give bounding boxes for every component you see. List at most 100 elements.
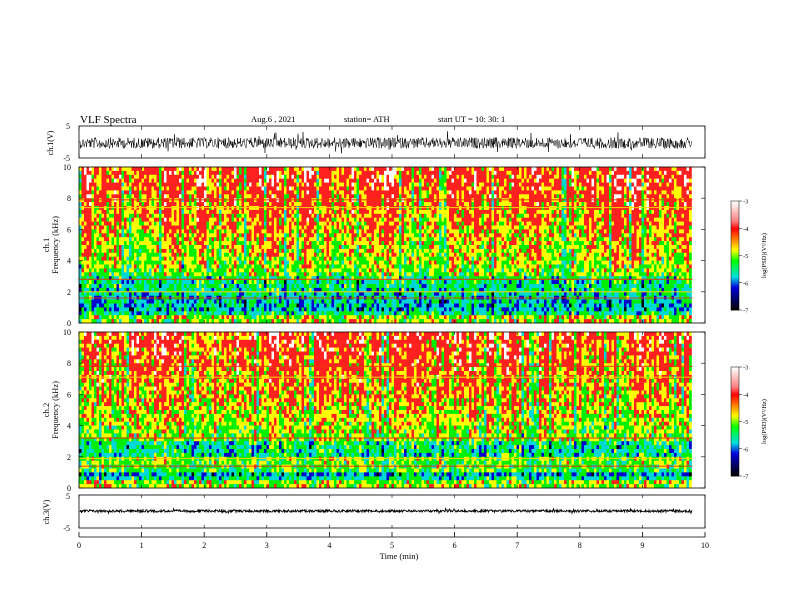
spectrogram-cell bbox=[97, 218, 100, 222]
spectrogram-cell bbox=[159, 304, 162, 308]
spectrogram-cell bbox=[152, 210, 155, 214]
spectrogram-cell bbox=[99, 280, 102, 284]
spectrogram-cell bbox=[139, 226, 142, 230]
spectrogram-cell bbox=[157, 179, 160, 183]
spectrogram-cell bbox=[107, 222, 110, 226]
spectrogram-cell bbox=[129, 222, 132, 226]
spectrogram-cell bbox=[147, 304, 150, 308]
spectrogram-cell bbox=[169, 268, 172, 272]
spectrogram-cell bbox=[164, 241, 167, 245]
spectrogram-cell bbox=[159, 226, 162, 230]
spectrogram-cell bbox=[117, 249, 120, 253]
spectrogram-cell bbox=[174, 249, 177, 253]
spectrogram-cell bbox=[142, 218, 145, 222]
spectrogram-cell bbox=[157, 292, 160, 296]
spectrogram-cell bbox=[134, 311, 137, 315]
spectrogram-cell bbox=[152, 171, 155, 175]
spectrogram-cell bbox=[89, 222, 92, 226]
spectrogram-cell bbox=[84, 194, 87, 198]
spectrogram-cell bbox=[159, 183, 162, 187]
spectrogram-cell bbox=[102, 249, 105, 253]
ch1-waveform-trace bbox=[80, 131, 692, 153]
spectrogram-cell bbox=[157, 253, 160, 257]
spectrogram-cell bbox=[189, 280, 192, 284]
spectrogram-cell bbox=[82, 210, 85, 214]
spectrogram-cell bbox=[139, 222, 142, 226]
spectrogram-cell bbox=[154, 210, 157, 214]
spectrogram-cell bbox=[139, 261, 142, 265]
spectrogram-cell bbox=[84, 261, 87, 265]
spectrogram-cell bbox=[149, 237, 152, 241]
spectrogram-cell bbox=[139, 210, 142, 214]
spectrogram-cell bbox=[184, 307, 187, 311]
spectrogram-cell bbox=[109, 245, 112, 249]
spectrogram-cell bbox=[154, 311, 157, 315]
spectrogram-cell bbox=[164, 237, 167, 241]
spectrogram-cell bbox=[167, 268, 170, 272]
spectrogram-cell bbox=[104, 253, 107, 257]
spectrogram-cell bbox=[92, 261, 95, 265]
spectrogram-cell bbox=[184, 237, 187, 241]
spectrogram-cell bbox=[144, 249, 147, 253]
spectrogram-cell bbox=[152, 241, 155, 245]
spectrogram-cell bbox=[152, 261, 155, 265]
spectrogram-cell bbox=[192, 194, 195, 198]
spectrogram-cell bbox=[129, 280, 132, 284]
spectrogram-cell bbox=[162, 315, 165, 319]
spectrogram-cell bbox=[192, 183, 195, 187]
spectrogram-cell bbox=[167, 214, 170, 218]
spectrogram-cell bbox=[154, 202, 157, 206]
spectrogram-cell bbox=[89, 229, 92, 233]
spectrogram-cell bbox=[184, 222, 187, 226]
spectrogram-cell bbox=[152, 280, 155, 284]
spectrogram-cell bbox=[129, 292, 132, 296]
spectrogram-cell bbox=[164, 214, 167, 218]
spectrogram-cell bbox=[92, 210, 95, 214]
spectrogram-cell bbox=[159, 268, 162, 272]
spectrogram-cell bbox=[114, 222, 117, 226]
spectrogram-cell bbox=[147, 175, 150, 179]
spectrogram-cell bbox=[117, 261, 120, 265]
spectrogram-cell bbox=[114, 175, 117, 179]
spectrogram-cell bbox=[119, 179, 122, 183]
spectrogram-cell bbox=[82, 179, 85, 183]
spectrogram-cell bbox=[82, 253, 85, 257]
spectrogram-cell bbox=[149, 179, 152, 183]
spectrogram-cell bbox=[114, 245, 117, 249]
spectrogram-cell bbox=[167, 179, 170, 183]
spectrogram-cell bbox=[147, 249, 150, 253]
spectrogram-cell bbox=[107, 183, 110, 187]
spectrogram-cell bbox=[112, 292, 115, 296]
spectrogram-cell bbox=[122, 253, 125, 257]
spectrogram-cell bbox=[129, 315, 132, 319]
spectrogram-cell bbox=[112, 268, 115, 272]
spectrogram-cell bbox=[157, 315, 160, 319]
spectrogram-cell bbox=[172, 253, 175, 257]
spectrogram-cell bbox=[114, 183, 117, 187]
spectrogram-cell bbox=[192, 280, 195, 284]
spectrogram-cell bbox=[194, 175, 197, 179]
spectrogram-cell bbox=[187, 257, 190, 261]
spectrogram-cell bbox=[99, 315, 102, 319]
spectrogram-cell bbox=[154, 265, 157, 269]
spectrogram-cell bbox=[182, 304, 185, 308]
spectrogram-cell bbox=[159, 284, 162, 288]
spectrogram-cell bbox=[157, 171, 160, 175]
spectrogram-cell bbox=[144, 222, 147, 226]
spectrogram-cell bbox=[167, 249, 170, 253]
spectrogram-cell bbox=[137, 210, 140, 214]
spectrogram-cell bbox=[149, 249, 152, 253]
spectrogram-cell bbox=[127, 167, 130, 171]
spectrogram-cell bbox=[109, 171, 112, 175]
spectrogram-cell bbox=[129, 179, 132, 183]
spectrogram-cell bbox=[184, 241, 187, 245]
spectrogram-cell bbox=[127, 245, 130, 249]
spectrogram-cell bbox=[184, 300, 187, 304]
spectrogram-cell bbox=[109, 241, 112, 245]
spectrogram-cell bbox=[182, 214, 185, 218]
spectrogram-cell bbox=[124, 257, 127, 261]
spectrogram-cell bbox=[192, 237, 195, 241]
spectrogram-cell bbox=[107, 268, 110, 272]
spectrogram-cell bbox=[139, 265, 142, 269]
spectrogram-cell bbox=[79, 315, 82, 319]
